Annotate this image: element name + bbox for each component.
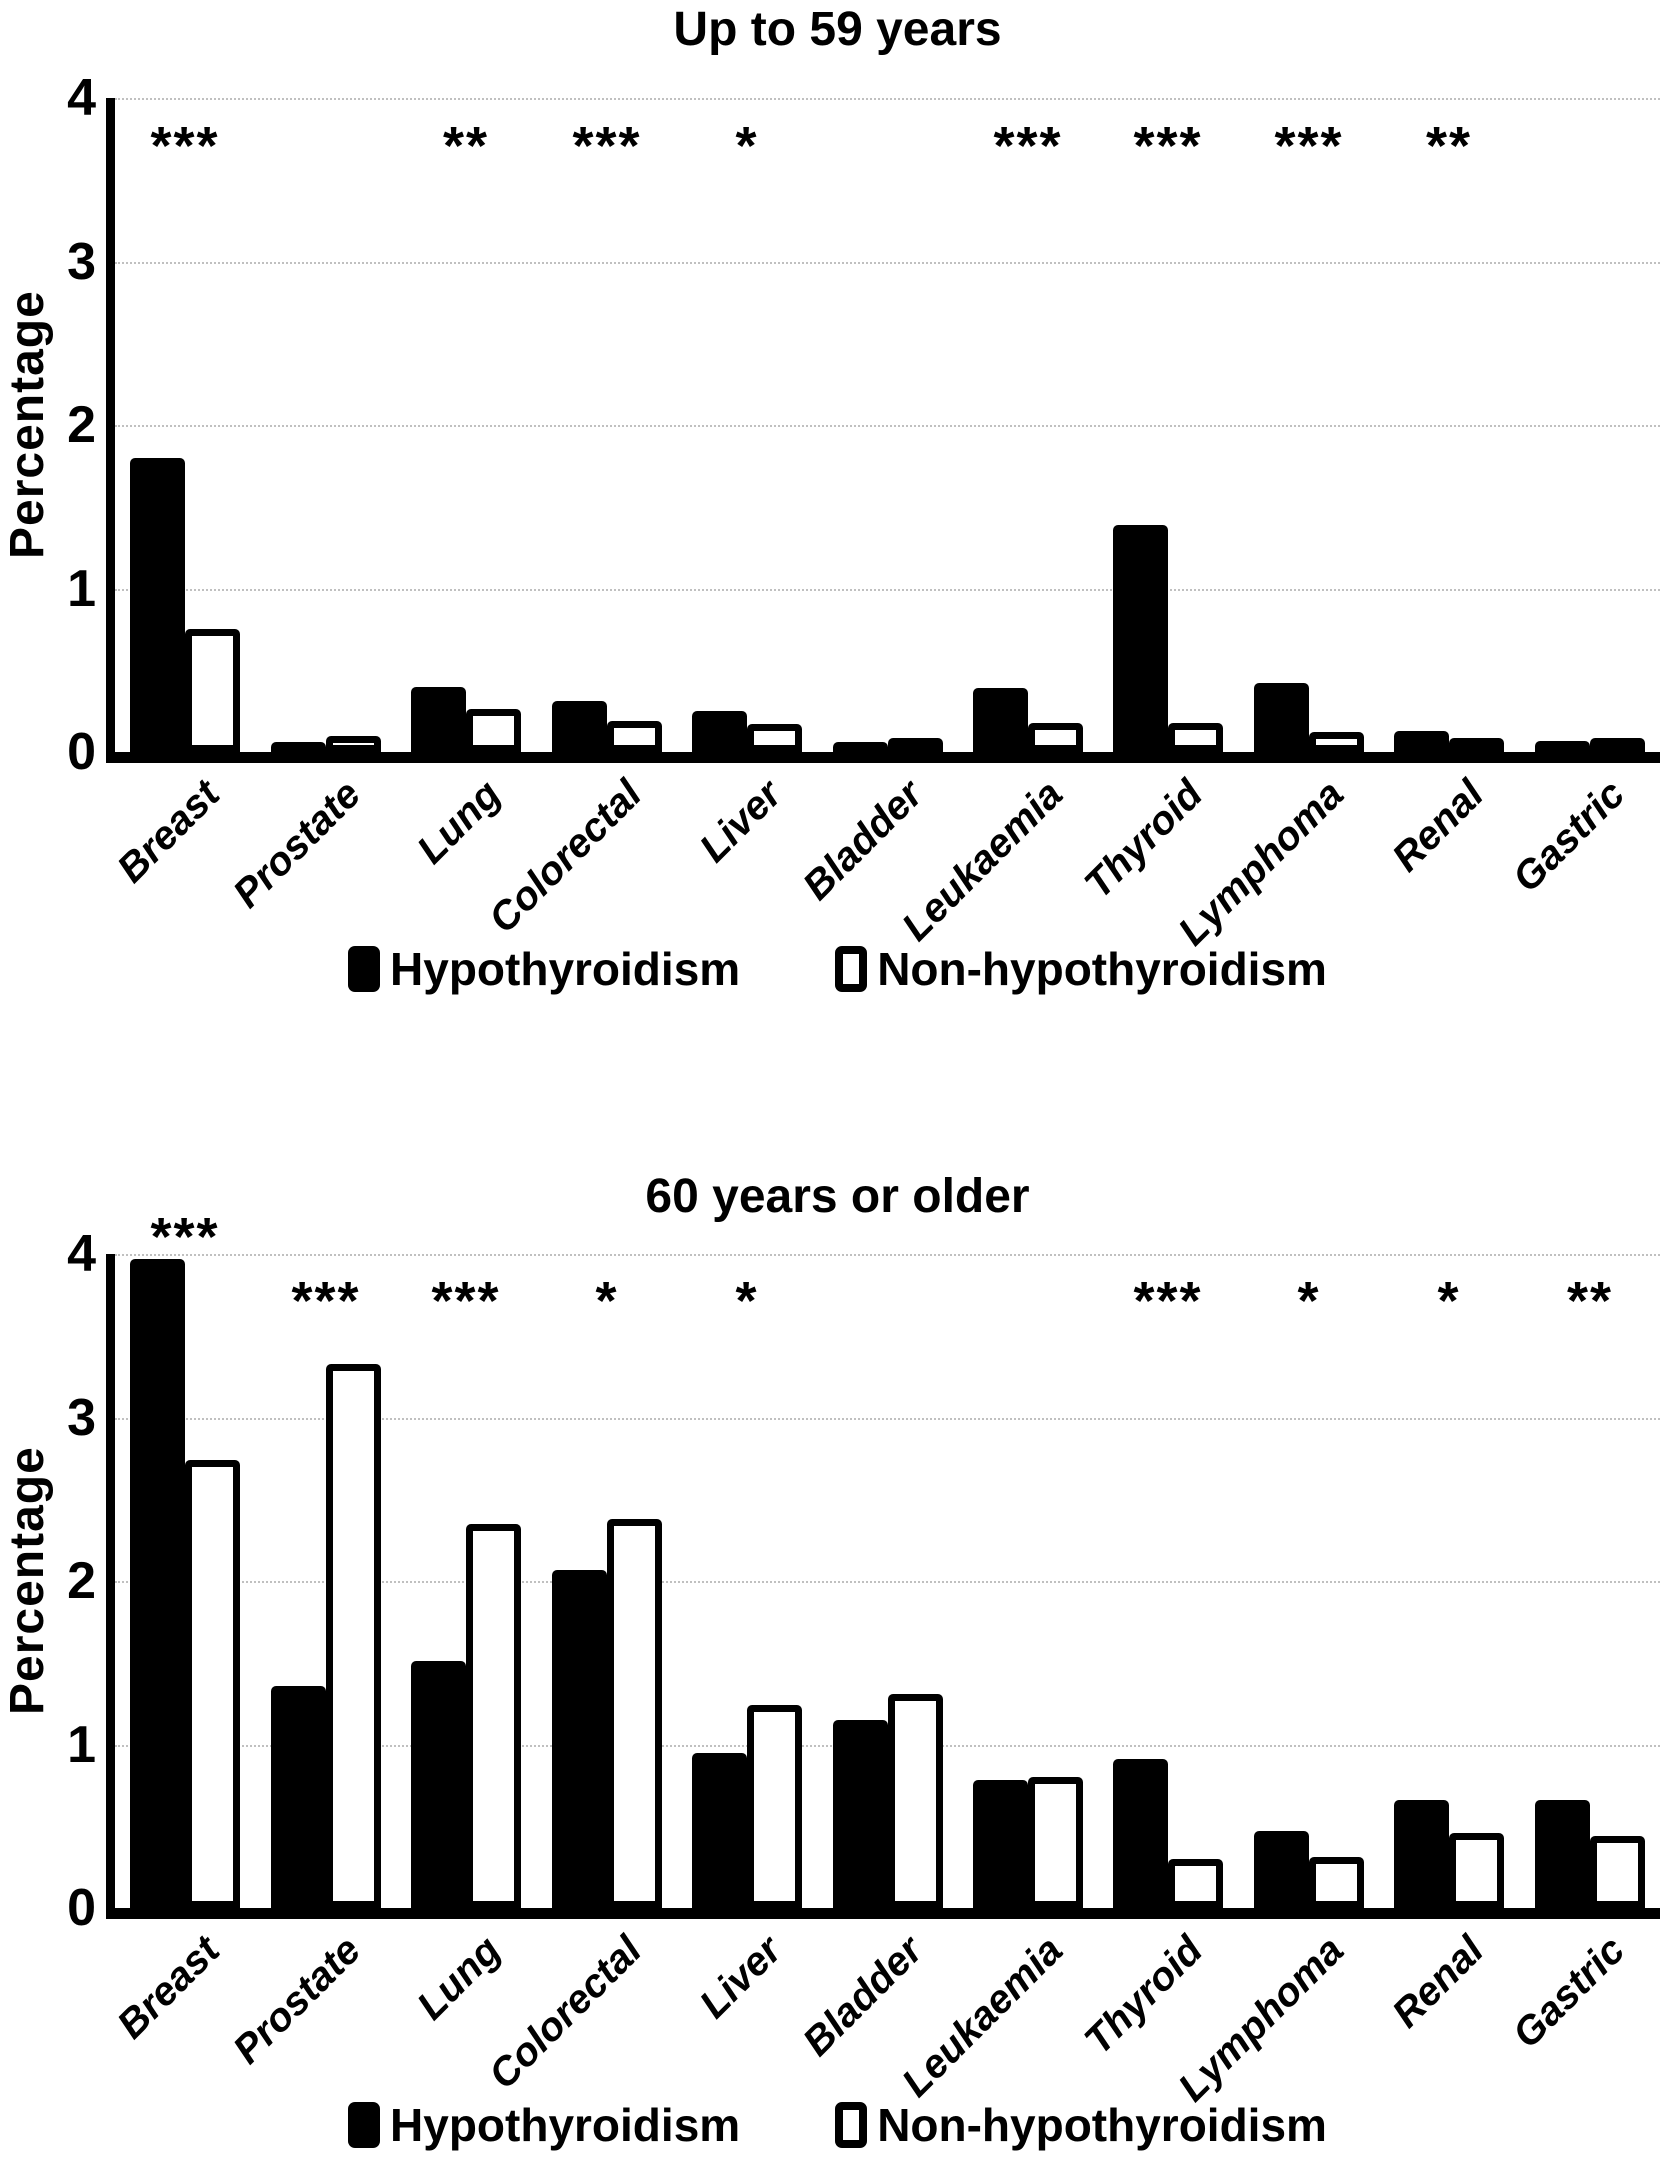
legend: Hypothyroidism Non-hypothyroidism [0, 942, 1675, 996]
chart-up-to-59-years: Up to 59 years Percentage Hypothyroidism… [0, 0, 1675, 1083]
bar-hypothyroidism-renal [1394, 731, 1449, 752]
significance-marker-leukaemia: *** [993, 116, 1063, 176]
bar-hypothyroidism-prostate [271, 1686, 326, 1908]
legend: Hypothyroidism Non-hypothyroidism [0, 2098, 1675, 2152]
bar-hypothyroidism-leukaemia [973, 688, 1028, 752]
gridline-2 [115, 1581, 1660, 1583]
bar-non-hypothyroidism-liver [747, 1705, 802, 1908]
bar-non-hypothyroidism-lung [466, 709, 521, 752]
gridline-3 [115, 262, 1660, 264]
y-tick-label-0: 0 [67, 723, 96, 781]
bar-hypothyroidism-gastric [1535, 741, 1590, 752]
bar-hypothyroidism-renal [1394, 1800, 1449, 1908]
significance-marker-lymphoma: * [1297, 1271, 1321, 1331]
hypothyroidism-swatch-icon [348, 2102, 381, 2148]
bar-non-hypothyroidism-gastric [1590, 738, 1645, 752]
bar-non-hypothyroidism-leukaemia [1028, 723, 1083, 752]
bar-hypothyroidism-prostate [271, 742, 326, 752]
significance-marker-thyroid: *** [1133, 1271, 1203, 1331]
bar-non-hypothyroidism-colorectal [607, 1519, 662, 1908]
bar-non-hypothyroidism-liver [747, 724, 802, 752]
bar-hypothyroidism-colorectal [552, 1570, 607, 1908]
bar-non-hypothyroidism-thyroid [1168, 723, 1223, 752]
legend-item-non-hypothyroidism: Non-hypothyroidism [835, 942, 1327, 996]
bar-non-hypothyroidism-breast [185, 1460, 240, 1908]
significance-marker-colorectal: * [595, 1271, 619, 1331]
significance-marker-renal: ** [1425, 116, 1473, 176]
bar-non-hypothyroidism-prostate [326, 736, 381, 752]
significance-marker-lung: *** [431, 1271, 501, 1331]
legend-label-hypothyroidism: Hypothyroidism [390, 2099, 741, 2151]
significance-marker-liver: * [735, 1271, 759, 1331]
bar-hypothyroidism-liver [692, 1753, 747, 1908]
bar-hypothyroidism-thyroid [1113, 1759, 1168, 1908]
bar-hypothyroidism-lymphoma [1254, 683, 1309, 752]
bar-hypothyroidism-bladder [833, 742, 888, 752]
y-tick-label-0: 0 [67, 1879, 96, 1937]
legend-label-non-hypothyroidism: Non-hypothyroidism [877, 2099, 1327, 2151]
y-tick-label-2: 2 [67, 396, 96, 454]
legend-item-hypothyroidism: Hypothyroidism [348, 2098, 740, 2152]
y-tick-label-4: 4 [67, 1225, 96, 1283]
plot-area [106, 1254, 1660, 1919]
chart-title: 60 years or older [645, 1170, 1030, 1223]
y-tick-label-3: 3 [67, 1389, 96, 1447]
gridline-2 [115, 425, 1660, 427]
significance-marker-breast: *** [150, 116, 220, 176]
significance-marker-lung: ** [442, 116, 490, 176]
non-hypothyroidism-swatch-icon [835, 2102, 868, 2148]
legend-label-non-hypothyroidism: Non-hypothyroidism [877, 943, 1327, 995]
bar-non-hypothyroidism-leukaemia [1028, 1777, 1083, 1908]
bar-non-hypothyroidism-thyroid [1168, 1859, 1223, 1908]
bar-non-hypothyroidism-lung [466, 1524, 521, 1908]
non-hypothyroidism-swatch-icon [835, 946, 868, 992]
significance-marker-prostate: *** [291, 1271, 361, 1331]
plot-area [106, 98, 1660, 763]
legend-item-hypothyroidism: Hypothyroidism [348, 942, 740, 996]
bar-hypothyroidism-bladder [833, 1720, 888, 1908]
bar-hypothyroidism-gastric [1535, 1800, 1590, 1908]
legend-label-hypothyroidism: Hypothyroidism [390, 943, 741, 995]
bar-non-hypothyroidism-colorectal [607, 721, 662, 752]
y-tick-label-1: 1 [67, 1716, 96, 1774]
bar-hypothyroidism-breast [130, 458, 185, 752]
bar-non-hypothyroidism-bladder [888, 1694, 943, 1908]
y-tick-label-4: 4 [67, 69, 96, 127]
bar-non-hypothyroidism-renal [1449, 1833, 1504, 1908]
bar-non-hypothyroidism-lymphoma [1309, 732, 1364, 752]
y-tick-label-1: 1 [67, 560, 96, 618]
chart-title: Up to 59 years [673, 3, 1002, 56]
bar-hypothyroidism-thyroid [1113, 525, 1168, 752]
bar-hypothyroidism-colorectal [552, 701, 607, 752]
bar-non-hypothyroidism-bladder [888, 738, 943, 752]
bar-hypothyroidism-lung [411, 1661, 466, 1908]
gridline-4 [115, 1254, 1660, 1256]
bar-non-hypothyroidism-prostate [326, 1364, 381, 1908]
significance-marker-breast: *** [150, 1207, 220, 1267]
bar-non-hypothyroidism-gastric [1590, 1836, 1645, 1908]
bar-non-hypothyroidism-lymphoma [1309, 1857, 1364, 1908]
significance-marker-liver: * [735, 116, 759, 176]
chart-60-years-or-older: 60 years or older Percentage Hypothyroid… [0, 1083, 1675, 2167]
significance-marker-thyroid: *** [1133, 116, 1203, 176]
legend-item-non-hypothyroidism: Non-hypothyroidism [835, 2098, 1327, 2152]
significance-marker-colorectal: *** [572, 116, 642, 176]
bar-hypothyroidism-leukaemia [973, 1780, 1028, 1908]
gridline-3 [115, 1418, 1660, 1420]
bar-hypothyroidism-lymphoma [1254, 1831, 1309, 1908]
significance-marker-gastric: ** [1566, 1271, 1614, 1331]
significance-marker-lymphoma: *** [1274, 116, 1344, 176]
gridline-1 [115, 589, 1660, 591]
gridline-4 [115, 98, 1660, 100]
y-tick-label-3: 3 [67, 233, 96, 291]
bar-non-hypothyroidism-breast [185, 629, 240, 752]
bar-hypothyroidism-lung [411, 687, 466, 752]
y-tick-label-2: 2 [67, 1552, 96, 1610]
bar-hypothyroidism-breast [130, 1259, 185, 1908]
hypothyroidism-swatch-icon [348, 946, 381, 992]
significance-marker-renal: * [1437, 1271, 1461, 1331]
bar-hypothyroidism-liver [692, 711, 747, 752]
bar-non-hypothyroidism-renal [1449, 738, 1504, 752]
